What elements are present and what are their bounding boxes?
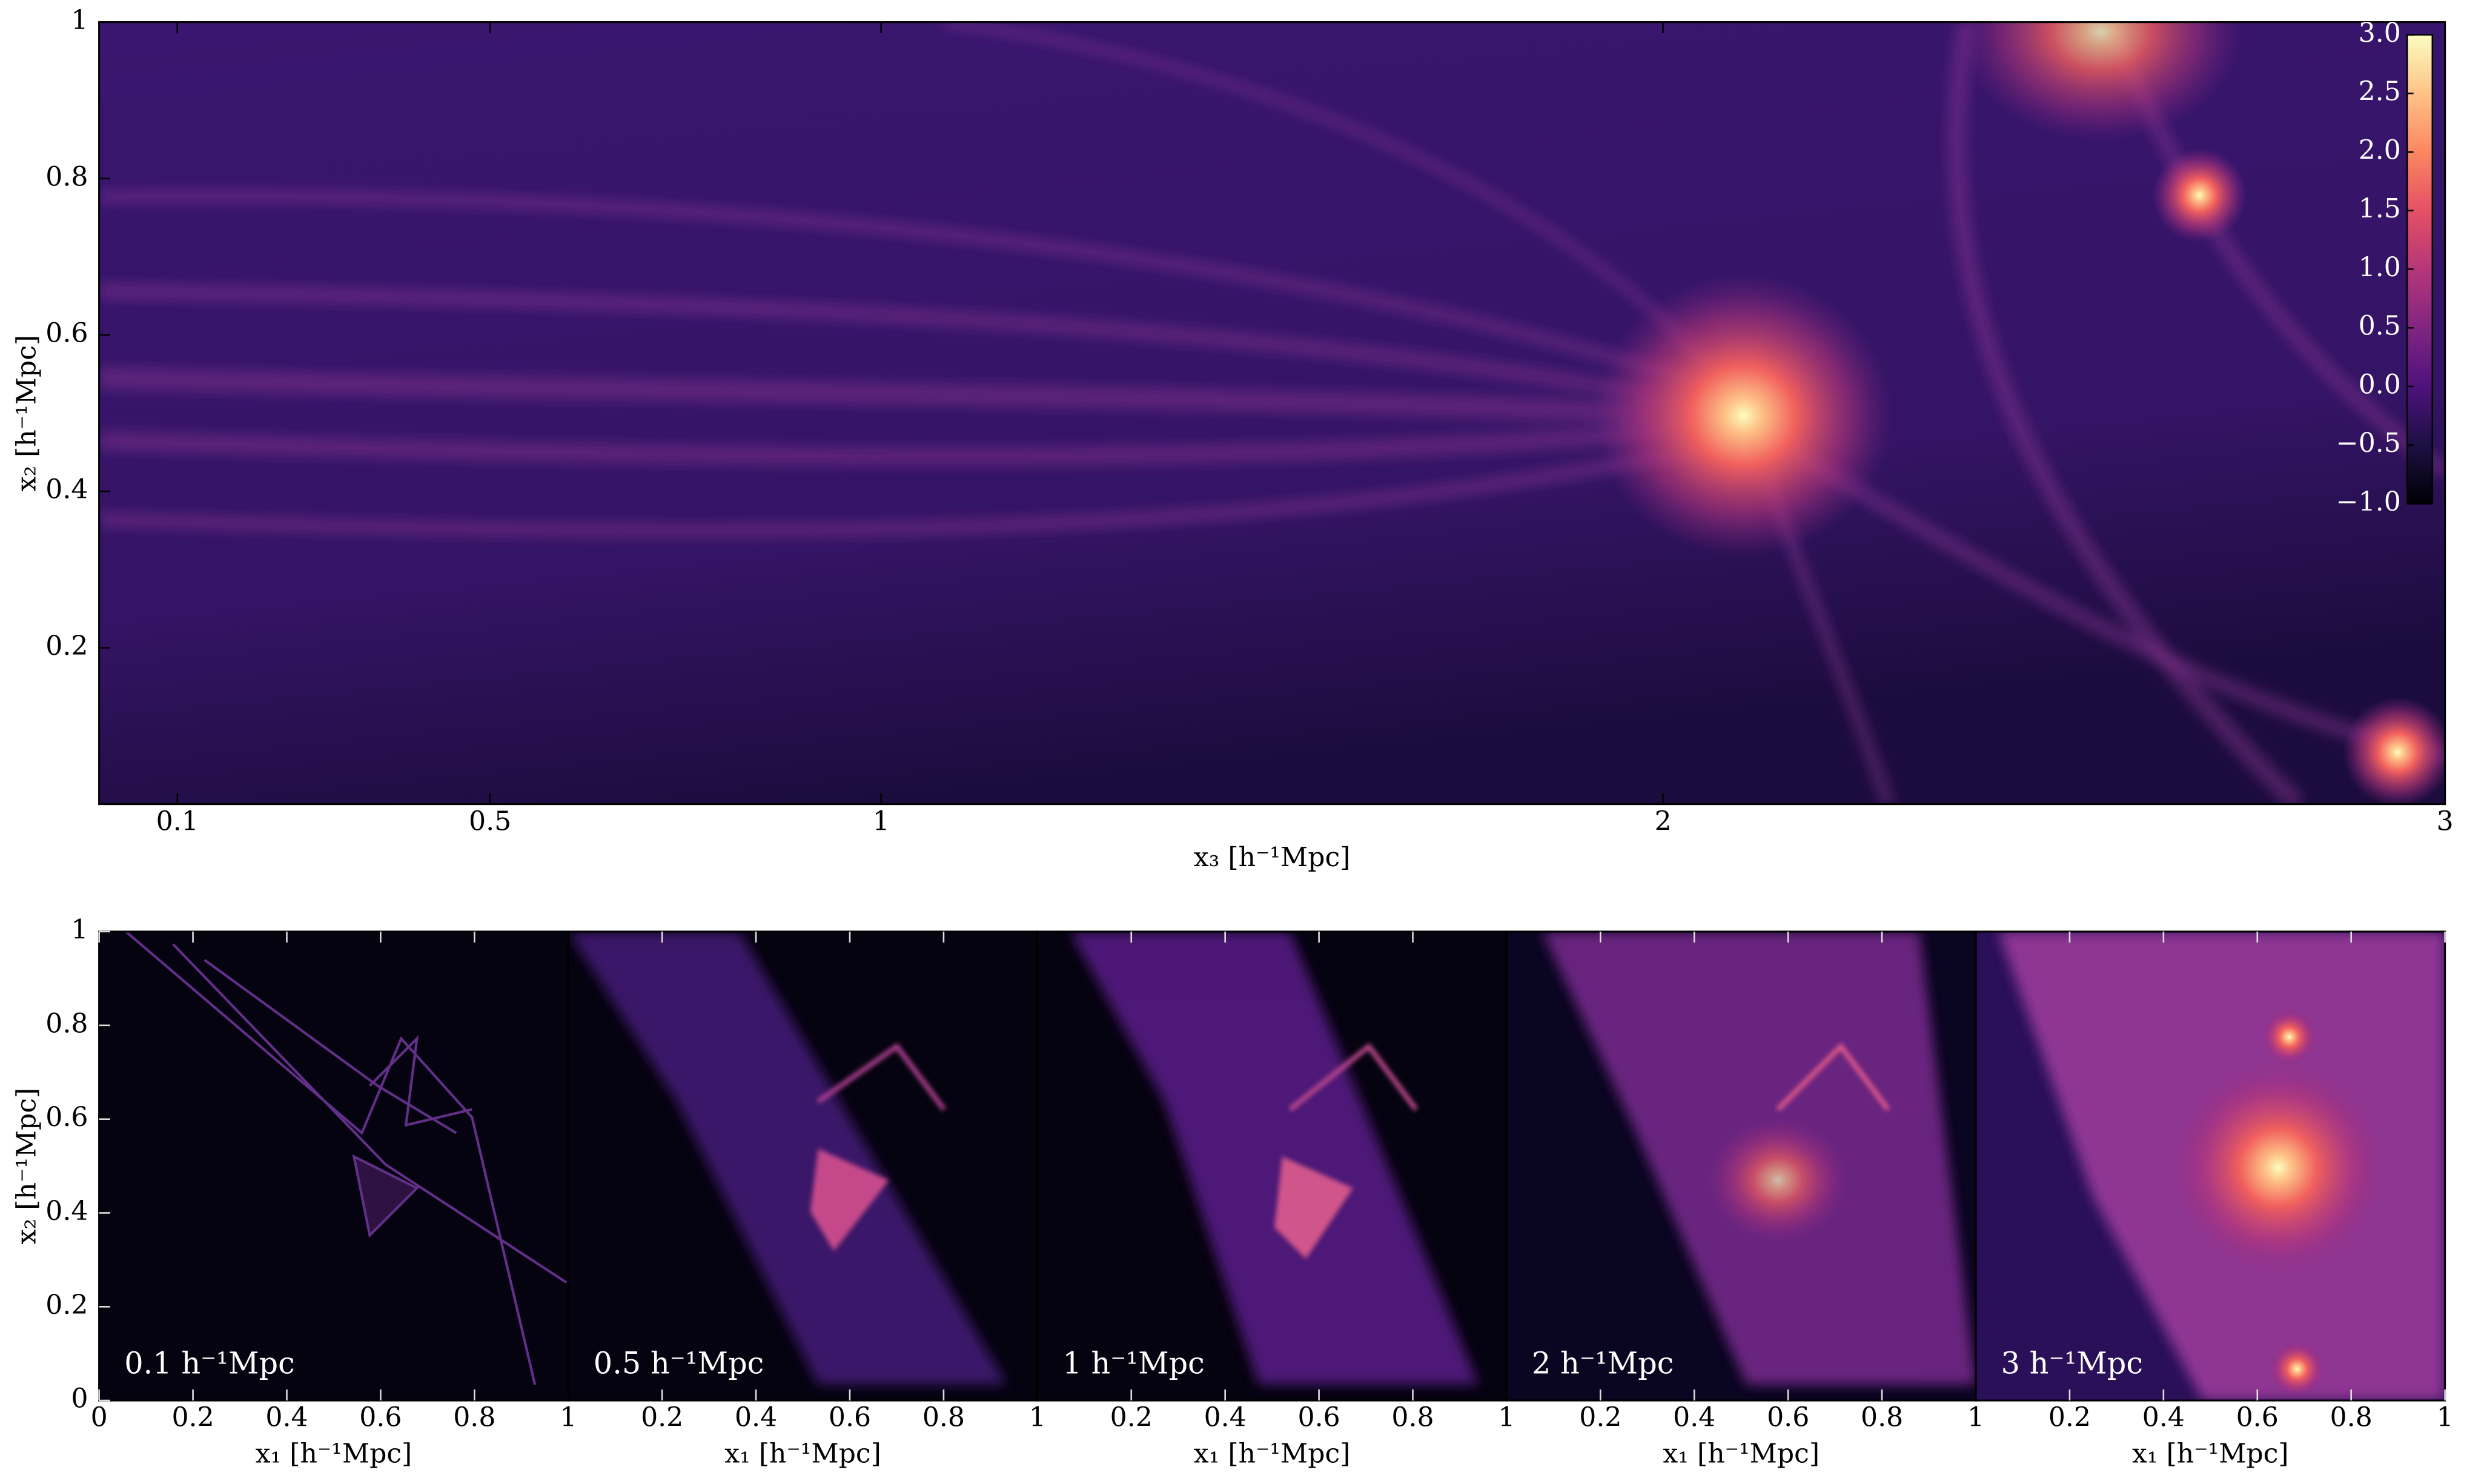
x-tick-label: 0.2	[641, 1402, 683, 1433]
colorbar-tick-label: 3.0	[2359, 18, 2401, 48]
panel-label: 0.1 h⁻¹Mpc	[124, 1345, 295, 1380]
y-tick-label: 0.6	[45, 318, 88, 349]
y-tick-label: 0.6	[45, 1102, 88, 1133]
colorbar-tick-label: 0.0	[2359, 369, 2401, 400]
axes-layer: 0.1 0.5 1 2 3 0.2 0.4 0.6 0.8 1 x₃ [h⁻¹Mpc] x₂ [h⁻¹…	[11, 5, 2453, 1469]
x-tick-label: 0.2	[1110, 1402, 1153, 1433]
y-tick-label: 1	[71, 915, 88, 946]
x-tick-label: 0.6	[359, 1402, 402, 1433]
x-tick-label: 0.8	[922, 1402, 965, 1433]
colorbar-tick-label: 2.5	[2359, 76, 2401, 107]
y-tick-label: 0.4	[45, 1196, 88, 1227]
y-tick-label: 0.8	[45, 161, 88, 192]
x-tick-label: 0.6	[829, 1402, 871, 1433]
density-image	[99, 22, 2445, 804]
x-axis-label: x₁ [h⁻¹Mpc]	[1194, 1439, 1351, 1469]
density-image	[1506, 932, 1976, 1401]
axes-frame	[98, 21, 2446, 806]
x-tick-label: 0.2	[171, 1402, 214, 1433]
colorbar-tick-label: −1.0	[2336, 486, 2401, 517]
x-axis-label: x₁ [h⁻¹Mpc]	[724, 1439, 881, 1469]
axes-frame	[1975, 930, 2446, 1402]
panel-label: 1 h⁻¹Mpc	[1062, 1345, 1204, 1380]
x-tick-label: 3	[2437, 806, 2454, 836]
x-tick-label: 1	[873, 806, 890, 836]
x-axis-label: x₁ [h⁻¹Mpc]	[2132, 1439, 2289, 1469]
x-tick-label: 0.6	[2236, 1402, 2279, 1433]
x-axis-label: x₁ [h⁻¹Mpc]	[256, 1439, 412, 1469]
panel-label: 3 h⁻¹Mpc	[2001, 1345, 2143, 1380]
density-image	[1037, 932, 1507, 1401]
x-axis-label: x₁ [h⁻¹Mpc]	[1663, 1439, 1820, 1469]
x-tick-label: 2	[1655, 806, 1672, 836]
colorbar-tick-label: 2.0	[2359, 134, 2401, 165]
x-tick-label: 0.5	[469, 806, 511, 836]
colorbar-tick-label: 1.5	[2359, 193, 2401, 224]
colorbar-tick-label: 0.5	[2359, 311, 2401, 342]
x-tick-label: 1	[2437, 1402, 2454, 1433]
x-tick-label: 0.4	[265, 1402, 308, 1433]
y-tick-label: 0.2	[45, 631, 88, 661]
x-tick-label: 1	[1967, 1402, 1984, 1433]
x-tick-label: 0	[91, 1402, 108, 1433]
y-axis-label: x₂ [h⁻¹Mpc]	[11, 1088, 42, 1245]
x-tick-label: 0.4	[1204, 1402, 1247, 1433]
y-tick-label: 0.8	[45, 1008, 88, 1039]
y-tick-label: 0.2	[45, 1290, 88, 1320]
x-tick-label: 0.4	[2142, 1402, 2185, 1433]
panel-label: 2 h⁻¹Mpc	[1532, 1345, 1674, 1380]
x-tick-label: 0.2	[1579, 1402, 1621, 1433]
y-tick-label: 0.4	[45, 474, 88, 505]
x-tick-label: 0.6	[1767, 1402, 1809, 1433]
x-tick-label: 0.4	[735, 1402, 777, 1433]
density-image	[99, 932, 569, 1401]
x-tick-label: 0.6	[1297, 1402, 1340, 1433]
x-tick-label: 0.4	[1673, 1402, 1715, 1433]
panel-label: 0.5 h⁻¹Mpc	[594, 1345, 764, 1380]
x-tick-label: 0.1	[156, 806, 199, 836]
x-tick-label: 0.8	[1861, 1402, 1903, 1433]
x-tick-label: 0.8	[453, 1402, 495, 1433]
y-axis-label: x₂ [h⁻¹Mpc]	[11, 335, 42, 492]
colorbar-tick-label: −0.5	[2336, 428, 2401, 459]
x-tick-label: 0.8	[2330, 1402, 2373, 1433]
x-axis-label: x₃ [h⁻¹Mpc]	[1194, 842, 1351, 873]
x-tick-label: 1	[560, 1402, 577, 1433]
density-image	[568, 932, 1038, 1401]
x-tick-label: 0.8	[1391, 1402, 1434, 1433]
colorbar-tick-label: 1.0	[2359, 252, 2401, 283]
density-image	[1976, 932, 2445, 1401]
y-tick-label: 0	[71, 1383, 88, 1414]
x-tick-label: 0.2	[2048, 1402, 2091, 1433]
x-tick-label: 1	[1029, 1402, 1046, 1433]
y-tick-label: 1	[71, 5, 88, 36]
x-tick-label: 1	[1498, 1402, 1515, 1433]
